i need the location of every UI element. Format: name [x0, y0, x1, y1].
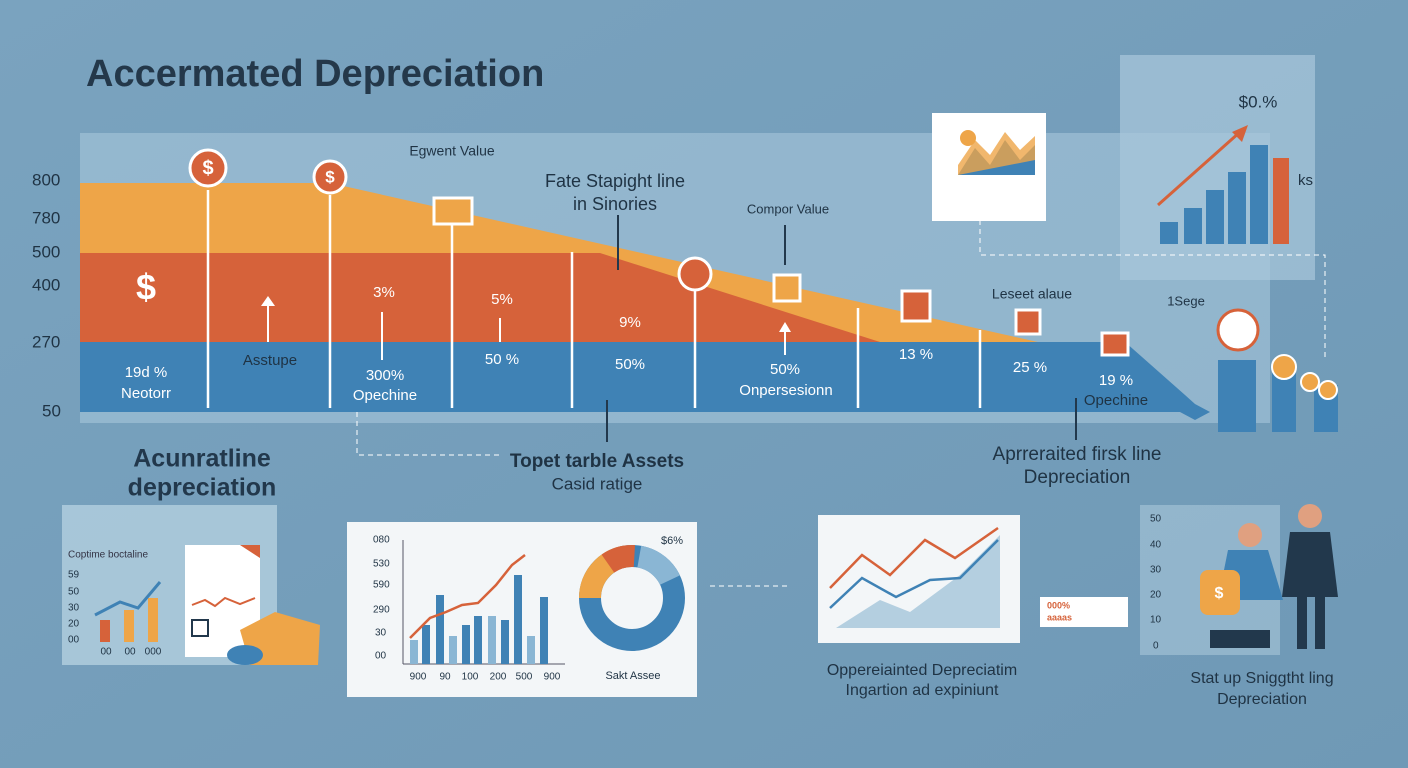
y-label: 800 — [32, 170, 60, 189]
divider-lines — [206, 190, 1326, 456]
right-card-line — [829, 539, 999, 609]
tick-label: 90 — [439, 672, 451, 683]
band-label: Opechine — [353, 387, 417, 404]
left-card-bars — [94, 545, 320, 665]
tick-label: 590 — [373, 580, 390, 591]
band-label: 300% — [366, 367, 404, 384]
caption: Acunratline — [133, 445, 271, 473]
tick-label: 290 — [373, 605, 390, 616]
top-right-bars — [1160, 145, 1289, 244]
red-band — [80, 253, 880, 342]
y-label: 400 — [32, 275, 60, 294]
band-label: 50% — [770, 361, 800, 378]
tick-label: 900 — [410, 672, 427, 683]
band-label: 19d % — [125, 364, 168, 381]
y-label: 50 — [42, 401, 61, 420]
tick-label: 30 — [1150, 565, 1162, 576]
donut — [579, 545, 685, 651]
center-card-axis: 080 530 590 290 30 00 900 90 100 200 500… — [373, 535, 561, 683]
annotation: Egwent Value — [409, 143, 495, 159]
band-label: 3% — [373, 284, 395, 301]
caption: depreciation — [128, 474, 277, 502]
caption: Topet tarble Assets — [510, 451, 684, 472]
tick-label: 080 — [373, 535, 390, 546]
trend-arrow-head — [1232, 125, 1248, 142]
tick-label: 50 — [1150, 514, 1162, 525]
markers: $ $ — [188, 148, 1338, 432]
tick-label: 530 — [373, 559, 390, 570]
tick-label: 00 — [375, 651, 387, 662]
right-card-area — [836, 535, 1000, 628]
mini-doc-chart — [958, 132, 1035, 175]
band-label: 25 % — [1013, 359, 1047, 376]
tick-label: 10 — [1150, 615, 1162, 626]
donut-label: Sakt Assee — [605, 670, 660, 682]
tick-label: 000 — [145, 647, 162, 658]
badge-text: 000% — [1047, 600, 1070, 610]
caption: Ingartion ad expiniunt — [846, 682, 1000, 699]
tick-label: 00 — [100, 647, 112, 658]
band-label: 9% — [619, 314, 641, 331]
tick-label: 30 — [68, 603, 80, 614]
tick-label: 20 — [68, 619, 80, 630]
dollar-icon: $ — [136, 267, 156, 308]
tick-label: 20 — [1150, 590, 1162, 601]
band-label: 50 % — [485, 351, 519, 368]
svg-text:$: $ — [202, 157, 213, 179]
band-label: 13 % — [899, 346, 933, 363]
caption: Oppereiainted Depreciatim — [827, 662, 1017, 679]
donut-value: $6% — [661, 535, 683, 547]
trend-arrow — [1157, 130, 1241, 207]
caption: Depreciation — [1217, 691, 1307, 708]
band-label: 5% — [491, 291, 513, 308]
band-label: Opechine — [1084, 392, 1148, 409]
left-card-title: Coptime boctaline — [68, 550, 148, 561]
caption: Aprreraited firsk line — [993, 444, 1162, 465]
center-card-bars — [402, 540, 565, 665]
tick-label: 100 — [462, 672, 479, 683]
annotation: in Sinories — [573, 194, 657, 214]
mini-doc-icon — [960, 130, 976, 146]
y-labels: 800 780 500 400 270 50 — [32, 170, 61, 420]
band-label: Neotorr — [121, 385, 171, 402]
people: $ — [1200, 504, 1338, 649]
blue-band — [80, 342, 1210, 420]
people-card-axis: 50 40 30 20 10 0 — [1150, 514, 1162, 652]
badge-text: aaaas — [1047, 612, 1072, 622]
y-label: 270 — [32, 332, 60, 351]
right-card-line — [829, 526, 999, 589]
caption: Stat up Sniggtht ling — [1190, 670, 1333, 687]
tick-label: 59 — [68, 570, 80, 581]
band-label: Asstupe — [243, 352, 297, 369]
annotation: Fate Stapight line — [545, 171, 685, 191]
tick-label: 40 — [1150, 540, 1162, 551]
left-card-axis: 59 50 30 20 00 00 00 000 — [68, 570, 162, 658]
tick-label: 0 — [1153, 641, 1159, 652]
annotation: Leseet alaue — [992, 286, 1072, 302]
svg-text:$: $ — [1215, 585, 1224, 602]
tick-label: 500 — [516, 672, 533, 683]
caption: Depreciation — [1024, 467, 1131, 488]
tick-label: 50 — [68, 587, 80, 598]
tick-label: 00 — [124, 647, 136, 658]
band-label: 19 % — [1099, 372, 1133, 389]
svg-text:$: $ — [325, 167, 335, 186]
band-labels: 19d % Neotorr Asstupe 3% 300% Opechine 5… — [121, 284, 1148, 409]
caption: Casid ratige — [552, 474, 643, 493]
annotation: 1Sege — [1167, 293, 1205, 308]
title: Accermated Depreciation — [86, 53, 544, 95]
y-label: 500 — [32, 242, 60, 261]
card-value: $0.% — [1239, 92, 1278, 111]
tick-label: 30 — [375, 628, 387, 639]
annotation: Compor Value — [747, 201, 829, 216]
y-label: 780 — [32, 208, 60, 227]
tick-label: 900 — [544, 672, 561, 683]
card-note: ks — [1298, 172, 1313, 189]
badge — [1040, 597, 1128, 627]
band-label: Onpersesionn — [739, 382, 832, 399]
tick-label: 200 — [490, 672, 507, 683]
band-label: 50% — [615, 356, 645, 373]
tick-label: 00 — [68, 635, 80, 646]
